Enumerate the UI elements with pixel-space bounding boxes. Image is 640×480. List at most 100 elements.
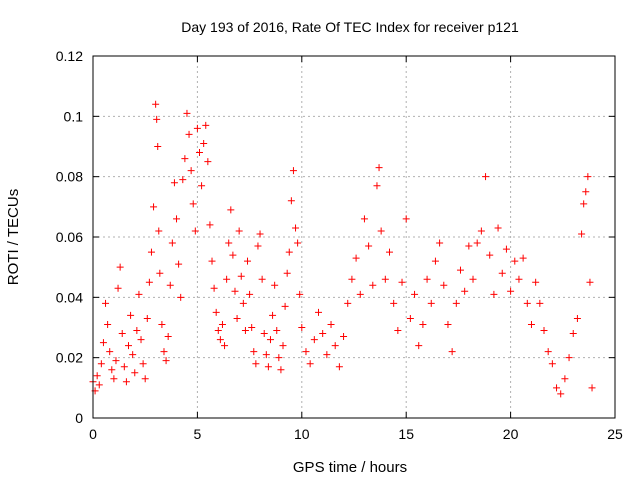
data-point [452, 299, 460, 307]
data-point [112, 357, 120, 365]
data-point [360, 215, 368, 223]
data-point [273, 327, 281, 335]
data-point [289, 167, 297, 175]
data-point [120, 363, 128, 371]
data-point [204, 158, 212, 166]
data-point [402, 215, 410, 223]
data-point [456, 266, 464, 274]
data-point [179, 176, 187, 184]
data-point [448, 348, 456, 356]
data-point [440, 281, 448, 289]
data-point [319, 330, 327, 338]
data-point [208, 257, 216, 265]
data-point [292, 224, 300, 232]
data-point [298, 324, 306, 331]
data-point [296, 290, 304, 298]
data-point [486, 251, 494, 259]
data-point [164, 333, 172, 341]
data-point [141, 375, 149, 383]
data-point [344, 299, 352, 307]
data-point [231, 287, 239, 295]
y-tick-label: 0.08 [56, 169, 83, 185]
data-point [573, 314, 581, 322]
data-point [561, 375, 569, 383]
data-point [519, 254, 527, 262]
data-point [532, 278, 540, 286]
y-tick-label: 0.1 [64, 108, 84, 124]
data-point [365, 242, 373, 250]
data-point [394, 327, 402, 335]
data-point [252, 360, 260, 368]
data-point [241, 327, 249, 335]
data-point [461, 287, 469, 295]
data-point [145, 278, 153, 286]
data-point [310, 336, 318, 344]
x-axis-label: GPS time / hours [293, 459, 407, 476]
data-point [490, 290, 498, 298]
data-point [150, 203, 158, 211]
data-point [185, 130, 193, 138]
data-point [237, 272, 245, 280]
data-point [335, 363, 343, 371]
data-point [206, 221, 214, 229]
data-point [106, 348, 114, 356]
data-point [223, 275, 231, 283]
chart-title: Day 193 of 2016, Rate Of TEC Index for r… [181, 19, 519, 35]
data-point [427, 299, 435, 307]
data-point [444, 320, 452, 328]
data-point [175, 260, 183, 268]
x-tick-label: 5 [194, 426, 202, 442]
data-point [565, 354, 573, 362]
data-point [306, 360, 314, 368]
data-point [264, 363, 272, 371]
data-point [124, 342, 132, 350]
data-point [227, 206, 235, 214]
data-point [135, 290, 143, 298]
data-point [411, 290, 419, 298]
data-point [93, 372, 101, 380]
data-point [494, 224, 502, 232]
data-point [122, 378, 130, 386]
data-point [99, 339, 107, 347]
data-point [143, 314, 151, 322]
data-point [166, 281, 174, 289]
data-point [540, 327, 548, 335]
data-point [193, 124, 201, 132]
data-point [221, 342, 229, 350]
data-point [502, 245, 510, 253]
data-point [578, 230, 586, 238]
data-point [431, 257, 439, 265]
x-tick-labels: 0 5 10 15 20 25 [89, 426, 623, 442]
x-tick-label: 25 [607, 426, 623, 442]
data-point [536, 299, 544, 307]
data-point [482, 173, 490, 181]
data-point [527, 320, 535, 328]
data-point [586, 278, 594, 286]
data-point [262, 351, 270, 359]
data-point [158, 320, 166, 328]
data-point [340, 333, 348, 341]
data-point [256, 230, 264, 238]
data-point [147, 248, 155, 256]
tick-marks [92, 55, 616, 419]
data-point [246, 290, 254, 298]
data-point [279, 342, 287, 350]
data-point [515, 275, 523, 283]
data-point [375, 164, 383, 172]
data-point [287, 197, 295, 205]
data-point [168, 239, 176, 247]
data-point [216, 336, 224, 344]
data-point [498, 269, 506, 277]
data-point [229, 251, 237, 259]
data-point [235, 227, 243, 235]
data-point [323, 351, 331, 359]
data-point [294, 239, 302, 247]
data-point [523, 299, 531, 307]
data-point [137, 336, 145, 344]
data-point [187, 167, 195, 175]
data-point [406, 314, 414, 322]
x-tick-label: 15 [398, 426, 414, 442]
data-point [198, 182, 206, 190]
